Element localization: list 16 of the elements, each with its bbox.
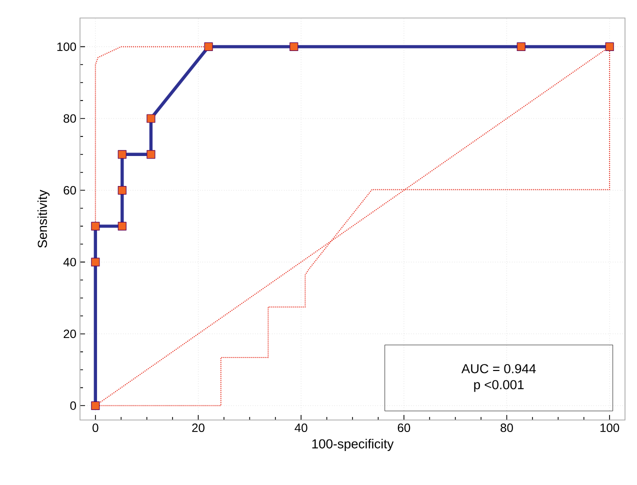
y-tick-label: 20 [64,330,76,338]
y-tick-label: 80 [64,114,76,123]
x-tick-label: 100 [600,424,620,432]
x-tick-label: 0 [92,424,98,432]
y-axis-title: Sensitivity [37,190,50,248]
x-axis-title: 100-specificity [312,438,394,452]
annotation: AUC = 0.944 [461,364,536,374]
annotation: p <0.001 [474,380,524,392]
x-tick-label: 80 [500,424,513,432]
y-tick-label: 40 [63,258,76,266]
y-tick-label: 60 [64,186,76,195]
y-tick-label: 100 [57,42,76,51]
x-tick-label: 60 [398,424,410,432]
y-tick-label: 0 [70,401,76,410]
x-tick-label: 20 [192,424,204,432]
x-tick-label: 40 [294,424,308,432]
